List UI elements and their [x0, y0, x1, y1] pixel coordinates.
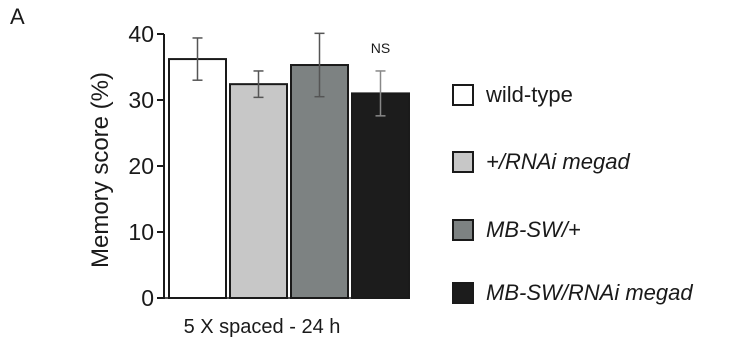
legend-swatch: [452, 84, 474, 106]
significance-annotation: NS: [371, 40, 390, 56]
bar-3: [290, 64, 349, 299]
y-tick-label: 20: [128, 153, 154, 179]
legend-label: wild-type: [486, 82, 573, 107]
legend-item-wild-type: wild-type: [452, 82, 573, 108]
y-tick-label: 40: [128, 21, 154, 47]
legend-label: MB-SW/RNAi megad: [486, 280, 693, 305]
y-tick-label: 10: [128, 219, 154, 245]
legend-label: MB-SW/+: [486, 217, 581, 242]
error-bars: [192, 32, 386, 117]
panel-label: A: [10, 4, 25, 29]
bar-4: [351, 92, 410, 300]
bar-2: [229, 83, 288, 299]
y-axis-label: Memory score (%): [87, 72, 114, 268]
y-tick-label: 0: [141, 285, 154, 311]
legend-swatch: [452, 282, 474, 304]
y-tick-label: 30: [128, 87, 154, 113]
legend-swatch: [452, 151, 474, 173]
bar-1: [168, 58, 227, 299]
legend-swatch: [452, 219, 474, 241]
bars: NS: [168, 40, 410, 300]
legend-label: +/RNAi megad: [486, 149, 630, 174]
legend-item-rnai-megad: +/RNAi megad: [452, 149, 630, 175]
y-axis: 0 10 20 30 40: [128, 21, 410, 311]
legend-item-mb-sw-rnai-megad: MB-SW/RNAi megad: [452, 280, 693, 306]
legend-item-mb-sw: MB-SW/+: [452, 217, 581, 243]
x-axis-label: 5 X spaced - 24 h: [184, 316, 341, 338]
